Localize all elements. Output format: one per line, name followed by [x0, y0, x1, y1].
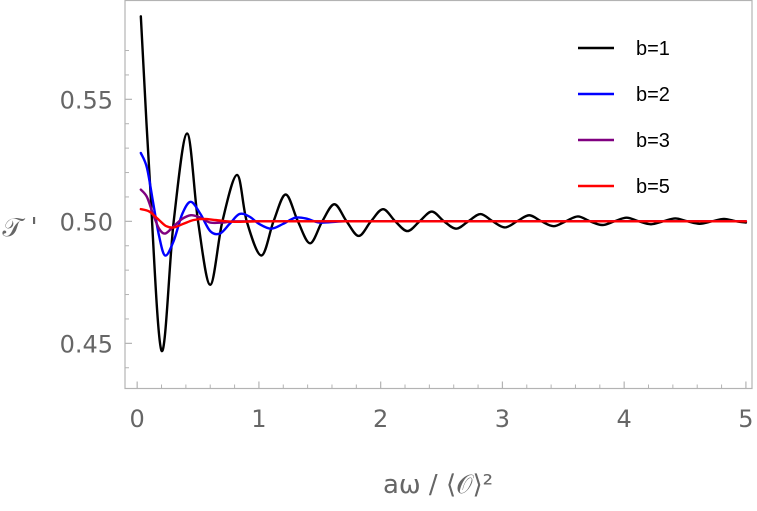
y-axis-label: 𝒯 ' [2, 213, 37, 243]
x-axis-tick-labels: 0 1 2 3 4 5 [130, 405, 754, 433]
y-tick-label: 0.55 [60, 86, 113, 114]
y-axis-ticks [125, 50, 132, 369]
x-tick-label: 3 [495, 405, 510, 433]
legend-label-b-2: b=2 [636, 84, 670, 106]
series-line-b-5 [139, 207, 748, 229]
y-tick-label: 0.45 [60, 330, 113, 358]
legend-label-b-3: b=3 [636, 130, 670, 152]
x-tick-label: 5 [738, 405, 753, 433]
x-axis-ticks [136, 381, 747, 389]
x-tick-label: 4 [617, 405, 632, 433]
plot-frame [124, 0, 753, 390]
y-tick-label: 0.50 [60, 208, 113, 236]
y-axis-tick-labels: 0.45 0.50 0.55 [60, 86, 113, 358]
legend-label-b-1: b=1 [636, 38, 670, 60]
x-tick-label: 2 [373, 405, 388, 433]
series-layer [139, 15, 748, 352]
legend: b=1 b=2 b=3 b=5 [578, 38, 670, 198]
legend-label-b-5: b=5 [636, 176, 670, 198]
x-axis-label: aω / ⟨𝒪⟩² [383, 470, 493, 500]
series-line-b-2 [139, 151, 748, 257]
x-tick-label: 0 [130, 405, 145, 433]
x-tick-label: 1 [251, 405, 266, 433]
